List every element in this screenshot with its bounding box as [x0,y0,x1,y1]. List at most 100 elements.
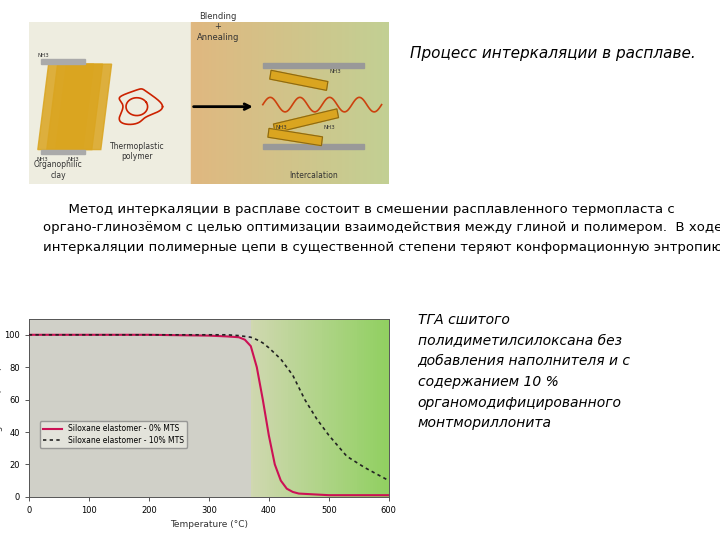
Siloxane elastomer - 10% MTS [384,477,393,484]
Bar [329,319,331,497]
Siloxane elastomer - 10% MTS [300,396,309,403]
Bar [299,22,305,184]
Siloxane elastomer - 10% MTS [240,333,249,340]
Bar [382,319,384,497]
Text: NH3: NH3 [68,157,80,161]
Siloxane elastomer - 0% MTS [145,332,153,338]
Bar [315,319,318,497]
Bar [212,22,218,184]
Text: NH3: NH3 [324,125,336,130]
Bar [302,22,308,184]
Bar [29,319,251,497]
Siloxane elastomer - 0% MTS [325,492,333,498]
Bar [320,22,325,184]
Bar [306,22,312,184]
Siloxane elastomer - 0% MTS [235,334,243,341]
Bar [274,319,276,497]
Bar [379,319,382,497]
Bar [336,319,338,497]
Bar [295,22,301,184]
Bar [375,319,377,497]
Bar [223,22,229,184]
Bar [360,22,366,184]
Bar [348,319,350,497]
Bar [267,319,269,497]
X-axis label: Temperature (°C): Temperature (°C) [170,521,248,529]
Siloxane elastomer - 0% MTS [264,432,273,438]
Bar [302,319,304,497]
Bar [366,319,368,497]
Bar [313,319,315,497]
Bar [288,22,294,184]
Bar [361,319,364,497]
Bar [374,22,380,184]
Siloxane elastomer - 10% MTS [145,332,153,338]
Bar [385,22,391,184]
Bar [373,319,375,497]
Siloxane elastomer - 10% MTS [343,453,351,460]
Bar [384,319,387,497]
Bar [191,22,196,184]
Bar [325,319,327,497]
Text: NH3: NH3 [37,53,49,58]
Polygon shape [274,109,338,133]
Text: Процесс интеркаляции в расплаве.: Процесс интеркаляции в расплаве. [410,46,696,61]
Bar [387,319,389,497]
Bar [359,319,361,497]
Bar [317,22,323,184]
Polygon shape [65,64,112,150]
Siloxane elastomer - 10% MTS [258,340,267,346]
Siloxane elastomer - 0% MTS [289,489,297,495]
Bar [202,22,207,184]
Bar [42,150,85,154]
Bar [238,22,243,184]
Bar [263,22,269,184]
Polygon shape [268,129,323,146]
Bar [382,22,387,184]
Siloxane elastomer - 10% MTS [361,464,369,471]
Bar [345,319,348,497]
Bar [346,22,351,184]
Bar [370,319,373,497]
Bar [251,319,253,497]
Bar [306,319,308,497]
Bar [371,22,377,184]
Bar [263,63,364,68]
Siloxane elastomer - 0% MTS [354,492,363,498]
Text: Blending
+
Annealing: Blending + Annealing [197,12,239,42]
Text: ТГА сшитого
полидиметилсилоксана без
добавления наполнителя и с
содержанием 10 %: ТГА сшитого полидиметилсилоксана без доб… [418,313,631,430]
Siloxane elastomer - 0% MTS [271,461,279,468]
Bar [216,22,222,184]
Bar [299,319,302,497]
Bar [230,22,236,184]
Polygon shape [270,70,328,90]
Siloxane elastomer - 0% MTS [84,332,93,338]
Y-axis label: Weight loss (wt%): Weight loss (wt%) [0,367,3,448]
Siloxane elastomer - 0% MTS [294,490,303,497]
Bar [198,22,204,184]
Bar [290,319,292,497]
Bar [356,319,359,497]
Polygon shape [37,64,85,150]
Bar [367,22,373,184]
Bar [338,22,344,184]
Siloxane elastomer - 0% MTS [240,336,249,343]
Bar [277,22,283,184]
Bar [354,319,356,497]
Siloxane elastomer - 0% MTS [24,332,33,338]
Bar [318,319,320,497]
Text: Intercalation: Intercalation [289,171,338,179]
Bar [220,22,225,184]
Bar [310,319,313,497]
Bar [281,319,283,497]
Polygon shape [56,64,102,150]
Polygon shape [47,64,94,150]
Text: NH3: NH3 [275,125,287,130]
Bar [342,22,348,184]
Bar [368,319,370,497]
Bar [285,319,287,497]
Bar [270,22,276,184]
Bar [320,319,322,497]
Bar [338,319,341,497]
Bar [205,22,211,184]
